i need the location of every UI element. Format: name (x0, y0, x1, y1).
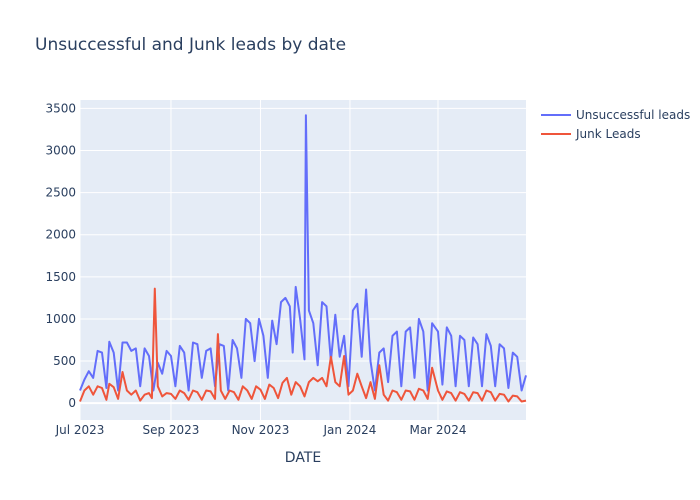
y-tick-label: 500 (53, 354, 76, 368)
legend-entry: Unsuccessful leads (576, 108, 690, 122)
legend-entry: Junk Leads (575, 127, 641, 141)
x-axis: Jul 2023 Sep 2023 Nov 2023 Jan 2024 Mar 2024 (55, 423, 467, 437)
series-line-unsuccessful-leads (79, 114, 527, 392)
x-tick-label: Jul 2023 (55, 423, 105, 437)
x-tick-label: Mar 2024 (409, 423, 466, 437)
series-lines (79, 114, 527, 403)
legend: Unsuccessful leads Junk Leads (541, 108, 690, 141)
y-tick-label: 0 (68, 396, 76, 410)
y-tick-label: 1500 (45, 270, 76, 284)
y-tick-label: 2500 (45, 186, 76, 200)
x-tick-label: Jan 2024 (323, 423, 377, 437)
y-tick-label: 1000 (45, 312, 76, 326)
y-tick-label: 3000 (45, 144, 76, 158)
y-axis: 0 500 1000 1500 2000 2500 3000 3500 (45, 101, 76, 410)
x-tick-label: Nov 2023 (232, 423, 290, 437)
series-line-junk-leads (79, 287, 527, 403)
y-tick-label: 3500 (45, 101, 76, 115)
plot-area (80, 100, 526, 420)
x-axis-title: DATE (285, 450, 321, 466)
chart-title: Unsuccessful and Junk leads by date (35, 35, 346, 55)
x-tick-label: Sep 2023 (142, 423, 199, 437)
y-tick-label: 2000 (45, 228, 76, 242)
